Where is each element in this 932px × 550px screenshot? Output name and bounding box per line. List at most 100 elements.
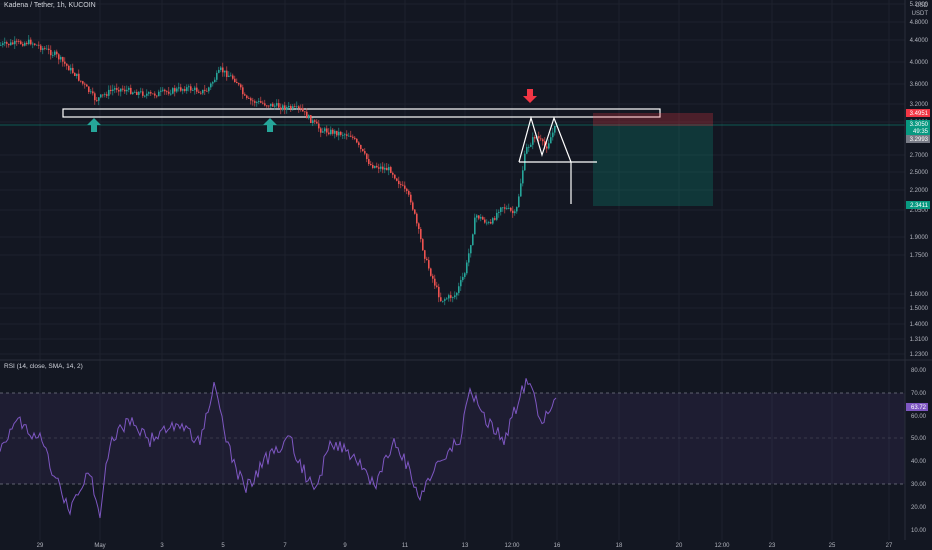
time-tick-label: 12:00 (714, 543, 730, 549)
candle-body (510, 207, 512, 211)
candle-body (508, 207, 510, 209)
double-top-drawing[interactable] (518, 115, 572, 163)
candle-body (334, 130, 336, 134)
candle-body (38, 44, 40, 46)
grid (0, 0, 905, 540)
candle-body (256, 101, 258, 103)
candle-body (474, 217, 476, 235)
candle-body (276, 103, 278, 106)
candle-body (24, 42, 26, 46)
time-tick-label: 25 (829, 543, 836, 549)
candle-body (414, 209, 416, 214)
price-tick-label: 2.2000 (910, 188, 929, 194)
price-candles (0, 35, 558, 306)
candle-body (452, 297, 454, 298)
candle-body (266, 105, 268, 107)
price-axis[interactable]: 5.20004.80004.40004.00003.60003.20002.90… (910, 2, 929, 358)
candle-body (46, 48, 48, 50)
candle-body (418, 223, 420, 230)
candle-body (554, 125, 556, 133)
candle-body (348, 135, 350, 137)
rsi-axis[interactable]: 80.00 70.00 60.00 50.00 40.00 30.00 20.00 10.00 (911, 368, 927, 534)
candle-body (446, 298, 448, 300)
candle-body (344, 134, 346, 136)
candle-body (502, 207, 504, 209)
candle-body (236, 82, 238, 84)
time-axis[interactable]: 29 May 3 5 7 9 11 13 12:00 16 18 20 12:00 23 25 27 (37, 543, 893, 549)
rsi-tick-label: 10.00 (911, 528, 927, 534)
candle-body (392, 172, 394, 175)
chart-title[interactable]: Kadena / Tether, 1h, KUCOIN (4, 2, 96, 9)
candle-body (406, 188, 408, 192)
candle-body (20, 41, 22, 45)
price-tick-label: 4.4000 (910, 38, 929, 44)
candle-body (354, 137, 356, 139)
candle-body (300, 108, 302, 109)
candle-body (40, 45, 42, 50)
candle-body (192, 90, 194, 91)
candle-body (264, 103, 266, 106)
candle-body (94, 93, 96, 101)
time-tick-label: 20 (676, 543, 683, 549)
time-tick-label: 13 (462, 543, 469, 549)
candle-body (204, 89, 206, 91)
candle-body (232, 75, 234, 79)
candle-body (400, 184, 402, 185)
rsi-current-label: 63.72 (906, 403, 928, 411)
currency-line-1: USD (915, 3, 928, 9)
take-profit-zone[interactable] (593, 126, 713, 206)
candle-body (188, 86, 190, 88)
candle-body (242, 87, 244, 95)
time-tick-label: 11 (402, 543, 409, 549)
candle-body (166, 91, 168, 93)
candle-body (494, 218, 496, 220)
candle-body (490, 222, 492, 224)
currency-label[interactable]: USD USDT (912, 2, 928, 18)
candle-body (90, 91, 92, 93)
price-tick-label: 2.5000 (910, 170, 929, 176)
candle-body (396, 178, 398, 181)
candle-body (248, 98, 250, 99)
candle-body (244, 94, 246, 96)
candle-body (126, 89, 128, 92)
candle-body (294, 106, 296, 108)
candle-body (178, 87, 180, 89)
candle-body (96, 100, 98, 101)
candle-body (548, 143, 550, 149)
candle-body (86, 84, 88, 87)
candle-body (292, 106, 294, 109)
candle-body (152, 93, 154, 95)
candle-body (186, 87, 188, 91)
candle-body (390, 167, 392, 173)
time-tick-label: 16 (554, 543, 561, 549)
candle-body (356, 138, 358, 143)
candle-body (238, 83, 240, 85)
price-tick-label: 2.7000 (910, 153, 929, 159)
candle-body (6, 42, 8, 44)
rsi-indicator-label[interactable]: RSI (14, close, SMA, 14, 2) (4, 363, 83, 370)
candle-body (442, 300, 444, 302)
candle-body (106, 94, 108, 96)
candle-body (70, 67, 72, 71)
resistance-zone[interactable] (62, 108, 661, 118)
candle-body (100, 94, 102, 98)
candle-body (470, 245, 472, 254)
candle-body (130, 87, 132, 94)
candle-body (26, 42, 28, 45)
price-tick-label: 3.2000 (910, 102, 929, 108)
stop-loss-zone[interactable] (593, 113, 713, 126)
rsi-tick-label: 30.00 (911, 482, 927, 488)
candle-body (214, 79, 216, 83)
candle-body (482, 217, 484, 220)
time-tick-label: 3 (160, 543, 164, 549)
candle-body (274, 105, 276, 107)
candle-body (338, 131, 340, 136)
candle-body (516, 206, 518, 212)
candle-body (34, 43, 36, 45)
candle-body (358, 142, 360, 146)
candle-body (156, 95, 158, 97)
candle-body (282, 105, 284, 110)
candle-body (170, 93, 172, 95)
candle-body (320, 128, 322, 133)
